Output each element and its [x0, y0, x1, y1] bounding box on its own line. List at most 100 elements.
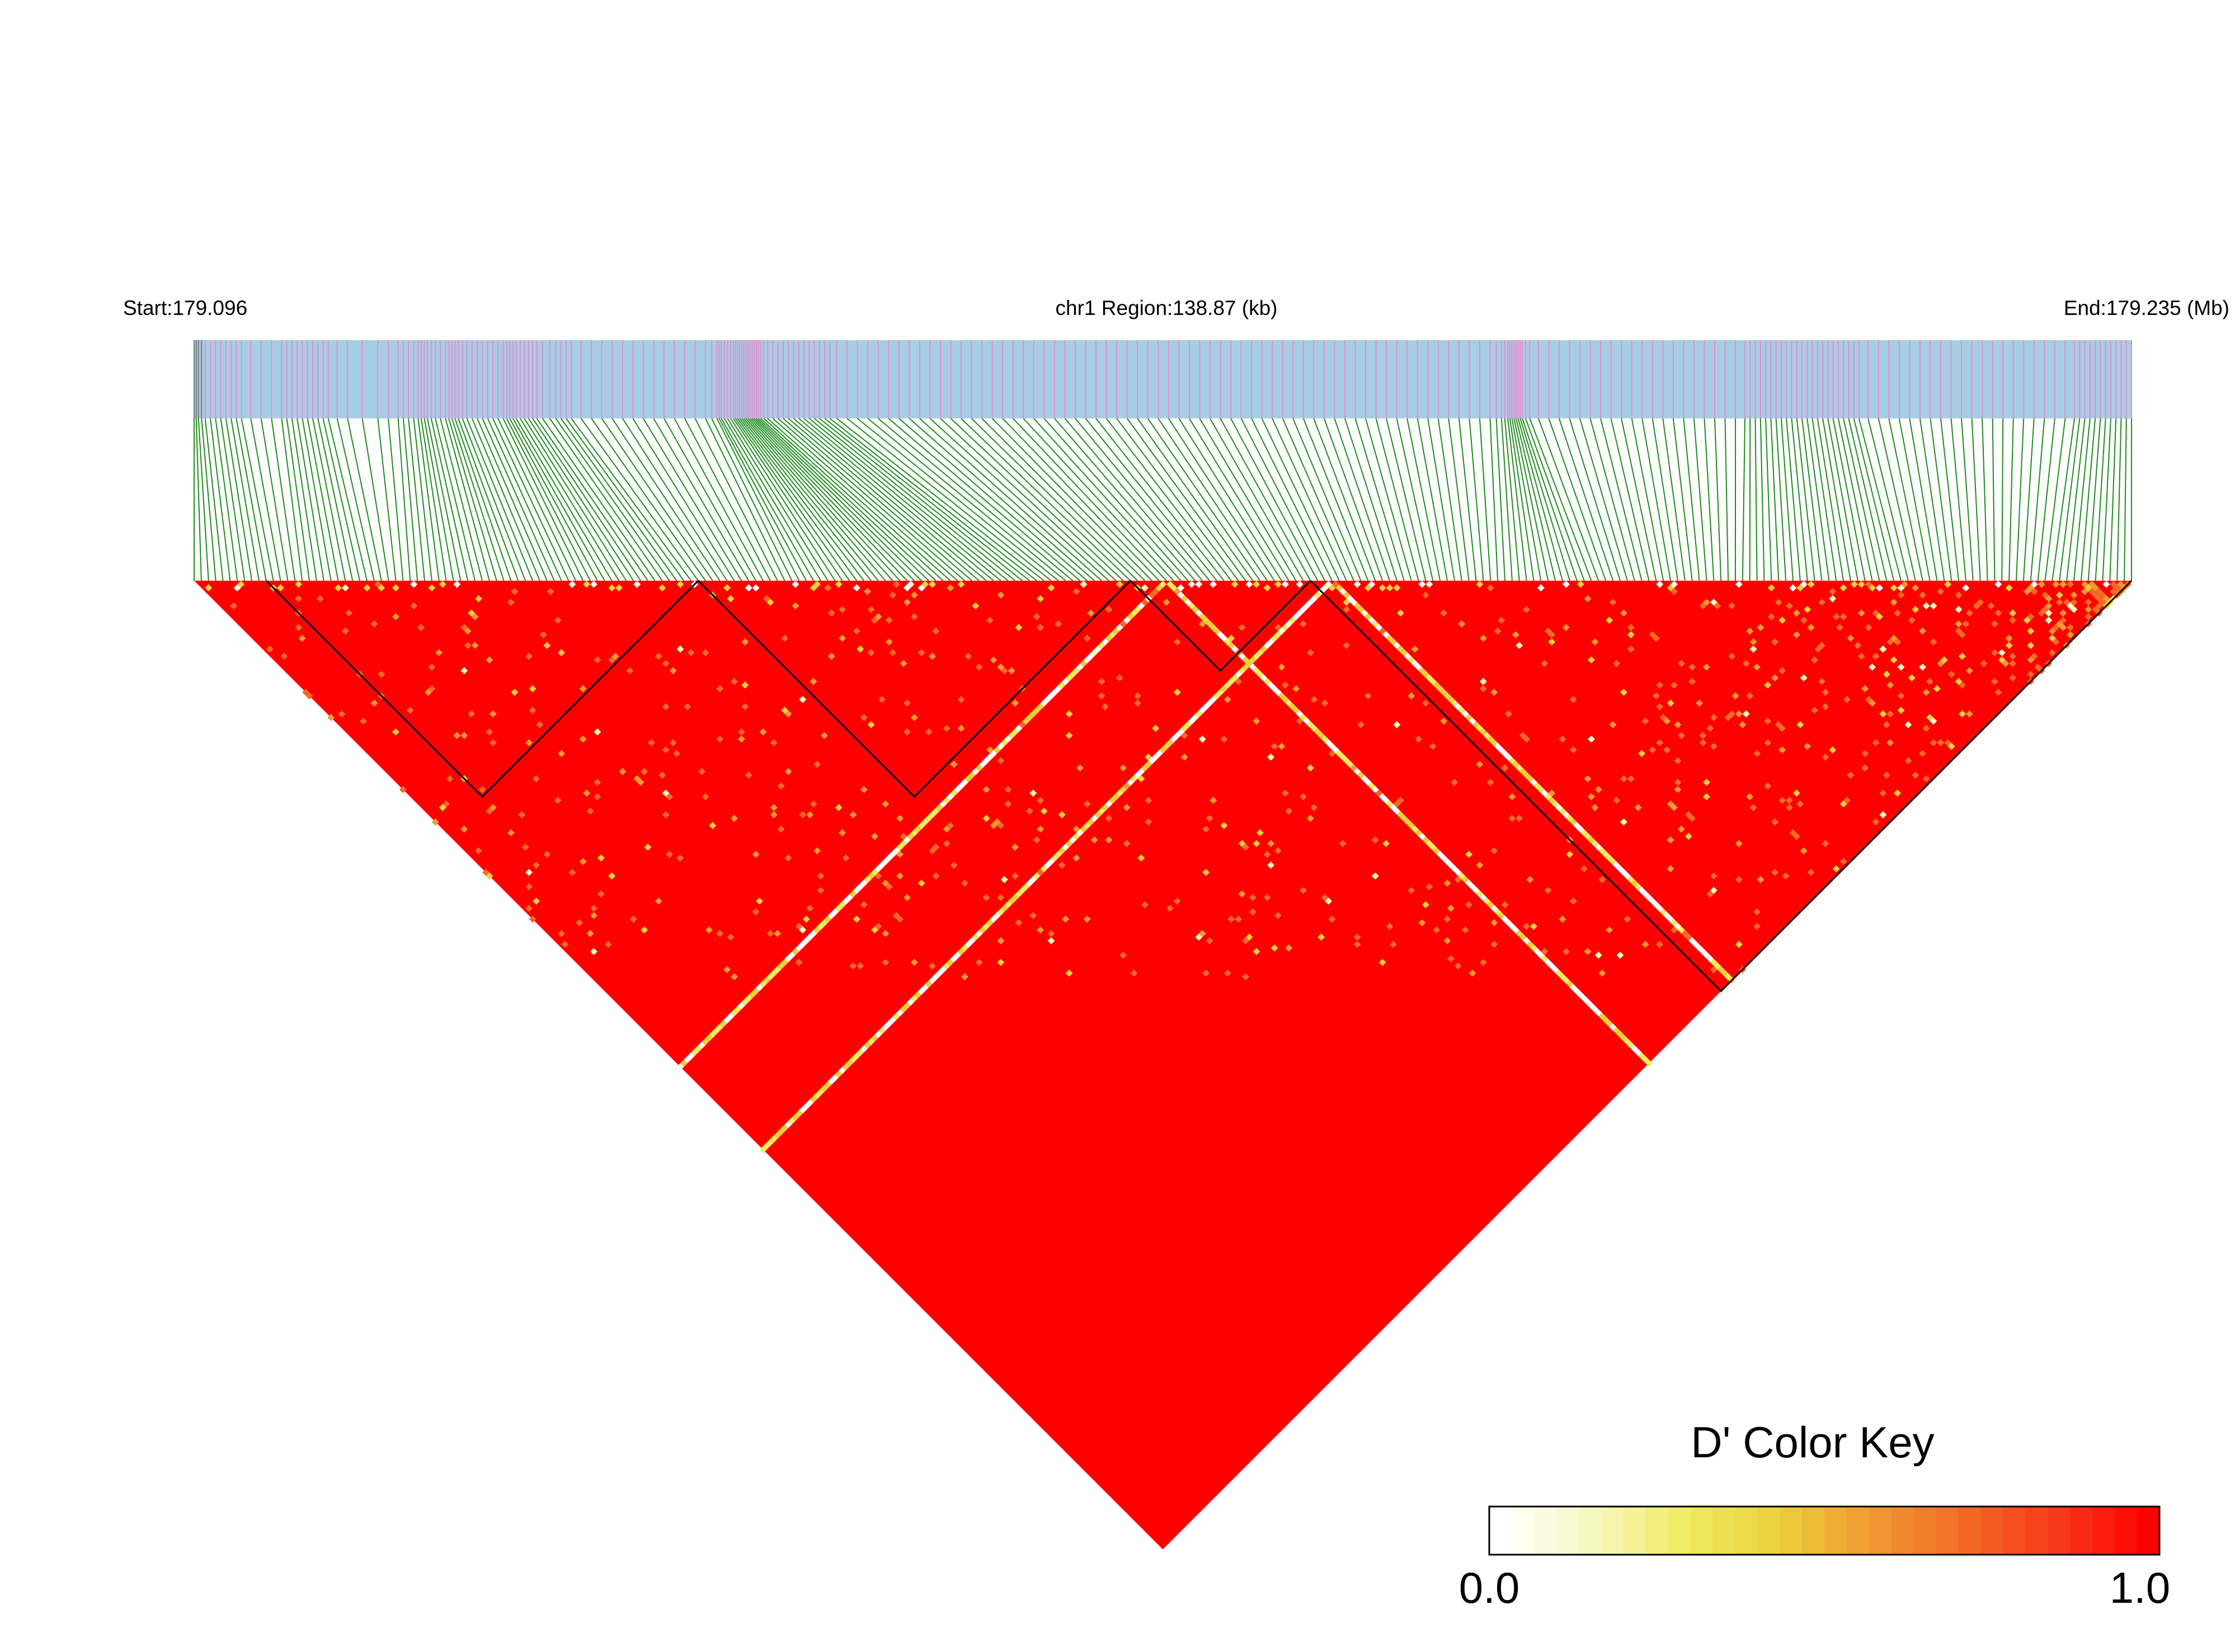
ld-cell — [1634, 1048, 1642, 1056]
ld-cell — [2027, 627, 2035, 635]
snp-connector — [1765, 418, 1772, 581]
ld-cell — [658, 584, 666, 592]
ld-cell — [1033, 613, 1041, 620]
ld-cell — [1598, 876, 1606, 883]
ld-cell — [1671, 581, 1678, 588]
ld-cell — [1994, 581, 2002, 588]
snp-connector — [1806, 418, 1830, 581]
ld-cell — [1559, 807, 1566, 815]
ld-cell — [821, 732, 828, 740]
ld-cell — [792, 602, 799, 610]
ld-cell — [1094, 645, 1102, 653]
color-key-swatch — [2092, 1507, 2116, 1555]
snp-connector — [555, 418, 670, 581]
ld-cell — [1991, 620, 1998, 628]
ld-cell — [1202, 969, 1210, 977]
ld-cell — [964, 940, 972, 948]
ld-cell — [1685, 811, 1692, 818]
ld-cell — [1955, 591, 1963, 599]
ld-cell — [810, 1095, 817, 1103]
ld-cell — [1303, 602, 1311, 610]
ld-cell — [1818, 599, 1825, 606]
ld-cell — [486, 728, 493, 736]
color-key-swatch — [1556, 1507, 1579, 1555]
ld-cell — [1098, 807, 1105, 815]
ld-cell — [1674, 757, 1682, 765]
ld-cell — [763, 595, 770, 603]
ld-cell — [579, 685, 587, 693]
ld-cell — [1310, 724, 1318, 732]
snp-connector — [919, 418, 1102, 581]
ld-cell — [525, 868, 533, 876]
ld-cell — [525, 883, 533, 891]
snp-connector — [1724, 418, 1729, 581]
ld-cell — [1688, 937, 1696, 945]
ld-cell — [1501, 750, 1509, 757]
ld-cell — [489, 710, 497, 718]
ld-cell — [846, 894, 853, 901]
ld-cell — [1371, 785, 1379, 793]
ld-cell — [2027, 656, 2035, 664]
ld-cell — [2070, 606, 2078, 613]
ld-cell — [810, 677, 817, 685]
snp-connector — [397, 418, 411, 581]
ld-cell — [1152, 724, 1160, 732]
ld-cell — [1847, 634, 1855, 642]
ld-cell — [1390, 638, 1397, 646]
ld-cell — [954, 785, 962, 793]
ld-cell — [579, 858, 587, 865]
ld-cell — [979, 760, 987, 768]
ld-cell — [1606, 854, 1613, 862]
snp-connector — [215, 418, 238, 581]
snp-connector — [1843, 418, 1880, 581]
ld-cell — [1325, 739, 1333, 747]
ld-cell — [521, 843, 529, 851]
snp-connector — [601, 418, 713, 581]
ld-cell — [1300, 887, 1307, 895]
ld-cell — [1620, 868, 1627, 876]
ld-cell — [997, 757, 1005, 765]
ld-cell — [1433, 926, 1441, 934]
ld-cell — [1083, 800, 1091, 808]
ld-cell — [1962, 584, 1970, 592]
snp-connector — [1396, 418, 1434, 581]
snp-connector — [1354, 418, 1405, 581]
ld-cell — [1382, 797, 1390, 804]
ld-cell — [1263, 584, 1271, 592]
ld-cell — [1667, 699, 1674, 707]
ld-cell — [1087, 609, 1095, 617]
ld-cell — [2030, 581, 2038, 588]
snp-connector — [291, 418, 317, 581]
snp-connector — [2073, 418, 2091, 581]
snp-connector — [940, 418, 1117, 581]
color-key-min-label: 0.0 — [1459, 1563, 1519, 1612]
ld-cell — [428, 663, 436, 671]
ld-cell — [1796, 800, 1804, 808]
ld-cell — [662, 811, 670, 818]
ld-cell — [900, 1005, 907, 1013]
ld-cell — [745, 771, 752, 779]
ld-cell — [1454, 962, 1462, 970]
ld-cell — [1994, 609, 2002, 617]
ld-cell — [1757, 876, 1765, 883]
ld-cell — [486, 807, 493, 815]
ld-cell — [2092, 584, 2100, 592]
ld-cell — [982, 894, 990, 901]
snp-connector — [1427, 418, 1455, 581]
snp-connector — [1683, 418, 1700, 581]
ld-cell — [1072, 832, 1080, 840]
ld-cell — [731, 1009, 738, 1016]
ld-cell — [1411, 660, 1419, 667]
ld-cell — [518, 811, 526, 818]
ld-cell — [1523, 937, 1531, 945]
ld-cell — [1137, 854, 1145, 862]
ld-cell — [1116, 674, 1123, 682]
ld-cell — [1631, 1045, 1639, 1053]
ld-cell — [615, 584, 623, 592]
ld-cell — [1025, 714, 1033, 722]
ld-cell — [853, 627, 860, 635]
ld-cell — [1530, 944, 1537, 952]
ld-cell — [1278, 663, 1286, 671]
ld-cell — [943, 797, 951, 804]
ld-cell — [1065, 840, 1073, 848]
